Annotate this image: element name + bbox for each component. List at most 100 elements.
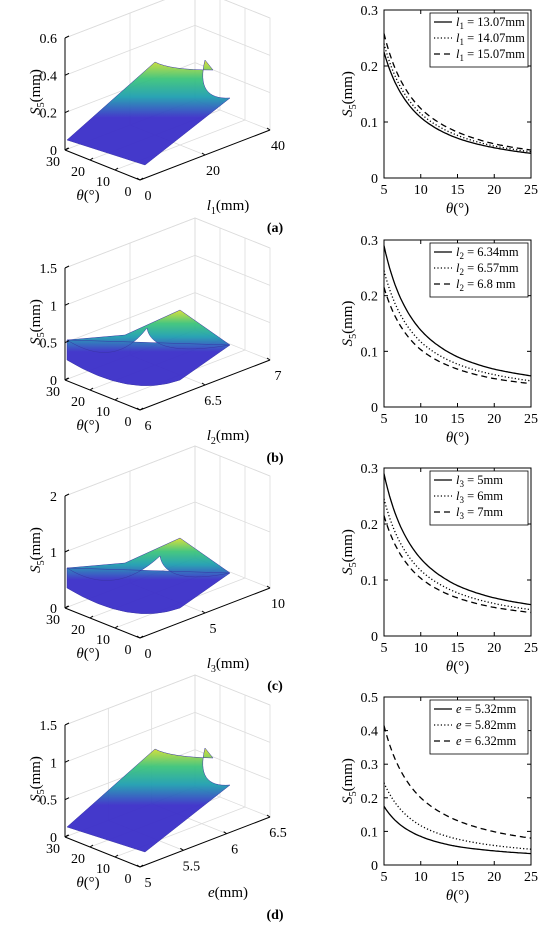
x-tick-mark [266, 814, 271, 818]
legend-entry-var: l [456, 245, 460, 259]
x-axis-label-main: θ [446, 659, 454, 675]
panel-label: (a) [267, 221, 284, 236]
y-axis-label-unit: (mm) [340, 71, 356, 104]
y-tick-label: 0.1 [361, 116, 379, 131]
x-tick-mark [136, 407, 141, 411]
legend-entry: e = 6.32mm [456, 734, 516, 748]
x-tick-label: 20 [487, 183, 501, 198]
x-tick-mark [266, 127, 271, 131]
series-line-dashed [383, 287, 532, 385]
x-tick-label: 5 [381, 412, 388, 427]
legend-entry: l1 = 13.07mm [456, 15, 525, 31]
theta-axis [64, 607, 141, 639]
z-tick-label: 1 [50, 299, 57, 314]
x-tick-mark [136, 177, 141, 181]
theta-tick-label: 0 [125, 185, 132, 200]
legend-entry: l3 = 7mm [456, 505, 503, 521]
y-tick-label: 0.1 [361, 345, 379, 360]
legend-entry-var: l [456, 505, 460, 519]
z-tick-label: 0 [50, 144, 57, 159]
theta-axis [64, 836, 141, 868]
legend-entry-var: e [456, 718, 462, 732]
x-axis [139, 816, 271, 868]
x-tick-label: 7 [275, 369, 282, 384]
z-axis-label: S5(mm) [28, 756, 47, 802]
legend-entry-var: l [456, 47, 460, 61]
y-axis-label-unit: (mm) [340, 529, 356, 562]
legend-entry-sub: 1 [459, 53, 464, 63]
theta-tick-label: 20 [71, 395, 85, 410]
theta-tick-label: 20 [71, 852, 85, 867]
y-tick-label: 0.1 [361, 825, 379, 840]
z-grid-line [194, 711, 271, 743]
x-tick-label: 0 [145, 189, 152, 204]
legend-entry-value: = 6.8 mm [464, 277, 516, 291]
z-axis-label-unit: (mm) [28, 299, 44, 332]
z-tick-label: 0.4 [40, 69, 58, 84]
x-tick-mark [201, 382, 206, 386]
x-axis-label-main: l [207, 656, 211, 672]
x-axis-label-unit: (°) [453, 888, 469, 904]
z-tick-label: 1 [50, 756, 57, 771]
panel-label: (b) [266, 451, 283, 466]
legend-entry-value: = 5.82mm [462, 718, 517, 732]
x-tick-mark [201, 152, 206, 156]
theta-tick-mark [89, 387, 94, 391]
x-axis-label: l2(mm) [207, 428, 250, 447]
z-axis-label-sub: 5 [36, 560, 47, 565]
x-tick-label: 25 [524, 412, 538, 427]
z-axis-label-main: S [28, 107, 44, 115]
x-axis-label-main: θ [446, 888, 454, 904]
legend-entry: e = 5.82mm [456, 718, 516, 732]
x-tick-label: 10 [271, 597, 285, 612]
z-grid-line [194, 445, 271, 477]
legend-entry-var: e [456, 734, 462, 748]
z-axis-label: S5(mm) [28, 527, 47, 573]
legend-entry-value: = 6.57mm [464, 261, 519, 275]
x-tick-mark [136, 864, 141, 868]
z-tick-label: 1.5 [40, 719, 58, 734]
z-tick-mark [64, 549, 70, 553]
x-tick-label: 15 [451, 412, 465, 427]
x-axis-label-sub: 2 [211, 436, 216, 447]
x-axis-label-unit: (°) [453, 201, 469, 217]
theta-tick-label: 30 [46, 155, 60, 170]
y-axis-label-sub: 5 [348, 562, 359, 567]
x-tick-label: 15 [451, 183, 465, 198]
z-tick-mark [64, 340, 70, 344]
theta-tick-label: 10 [96, 862, 110, 877]
x-tick-mark [266, 585, 271, 589]
legend-entry-value: = 14.07mm [464, 31, 525, 45]
theta-tick-label: 20 [71, 165, 85, 180]
legend-entry: l1 = 14.07mm [456, 31, 525, 47]
x-tick-label: 0 [145, 647, 152, 662]
z-tick-label: 0 [50, 602, 57, 617]
series-line-solid [383, 805, 532, 855]
x-tick-label: 25 [524, 870, 538, 885]
x-axis-label-unit: (°) [453, 430, 469, 446]
x-tick-label: 10 [414, 641, 428, 656]
x-tick-mark [266, 357, 271, 361]
series-line-solid [383, 51, 532, 155]
series-line-dotted [383, 43, 532, 153]
y-axis-label-sub: 5 [348, 334, 359, 339]
y-axis-label-sub: 5 [348, 104, 359, 109]
z-tick-mark [64, 72, 70, 76]
x-tick-label: 10 [414, 183, 428, 198]
theta-tick-mark [64, 605, 69, 609]
x-axis-label-main: l [207, 198, 211, 214]
legend-entry: l2 = 6.8 mm [456, 277, 516, 293]
theta-tick-mark [89, 615, 94, 619]
theta-axis-label-unit: (°) [84, 188, 100, 204]
series-line-dotted [383, 782, 532, 850]
legend-entry-value: = 5.32mm [462, 702, 517, 716]
z-tick-mark [64, 110, 70, 114]
legend-entry-sub: 2 [459, 283, 464, 293]
legend-entry-var: e [456, 702, 462, 716]
x-axis-label-sub: 3 [211, 664, 216, 675]
z-tick-mark [64, 265, 70, 269]
x-tick-label: 6.5 [269, 826, 287, 841]
z-tick-label: 0.5 [40, 337, 58, 352]
